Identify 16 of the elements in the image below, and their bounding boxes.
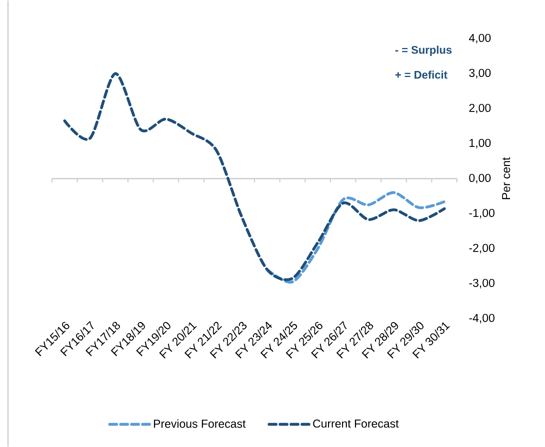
- annotation: - = Surplus: [395, 46, 452, 56]
- y-tick-label: -3,00: [469, 278, 494, 288]
- line-series: [266, 191, 446, 284]
- y-axis-title: Per cent: [502, 157, 510, 199]
- y-tick-label: 3,00: [469, 68, 491, 78]
- y-tick-label: -4,00: [469, 314, 494, 324]
- legend-label: Previous Forecast: [154, 419, 246, 428]
- y-tick-label: 1,00: [470, 138, 491, 148]
- legend-label: Current Forecast: [313, 419, 399, 428]
- y-tick-label: -2,00: [469, 244, 494, 254]
- y-tick-label: 0,00: [469, 174, 491, 184]
- y-tick-label: 2,00: [469, 104, 491, 114]
- line-series: [63, 72, 446, 281]
- y-tick-label: 4,00: [468, 34, 491, 44]
- y-tick-label: -1,00: [469, 208, 494, 218]
- annotation: + = Deficit: [395, 70, 448, 79]
